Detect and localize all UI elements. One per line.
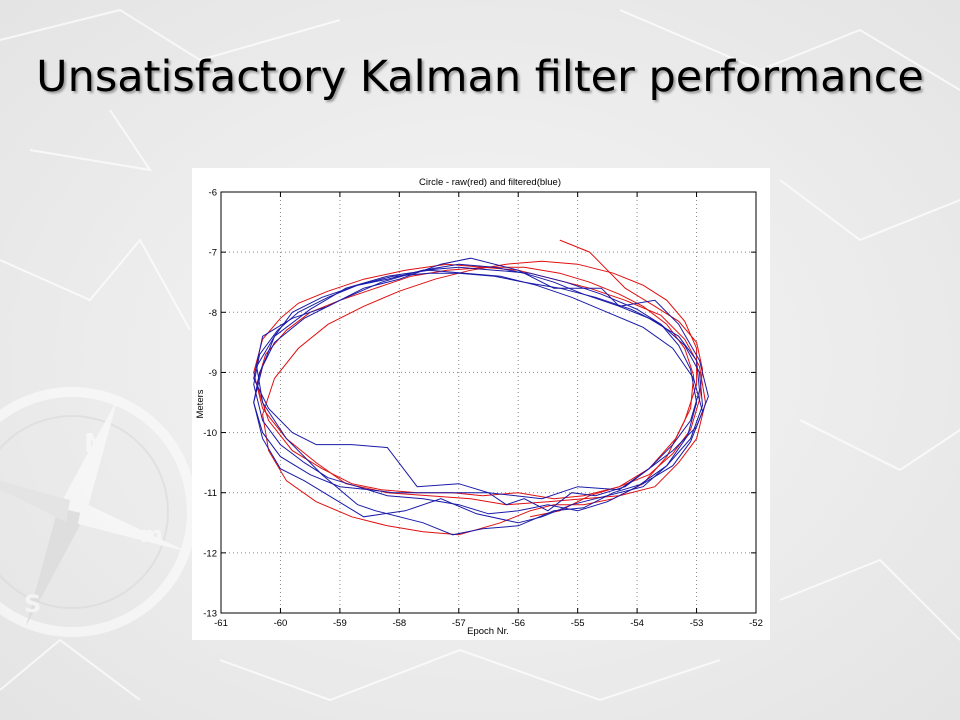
x-tick-label: -52 (749, 618, 763, 629)
kalman-circle-plot: Circle - raw(red) and filtered(blue) -61… (195, 177, 763, 637)
filtered-series-line-4 (253, 266, 698, 524)
x-tick-label: -57 (452, 618, 466, 629)
series-layer (253, 239, 709, 536)
slide-title: Unsatisfactory Kalman filter performance (36, 52, 924, 102)
raw-series-line-2 (262, 260, 698, 536)
axes-frame (220, 191, 757, 614)
x-tick-label: -56 (511, 618, 525, 629)
tick-marks (220, 191, 757, 614)
x-axis-label: Epoch Nr. (467, 626, 509, 637)
svg-text:S: S (24, 590, 41, 618)
filtered-series-line-6 (253, 257, 709, 500)
compass-rose-decoration: N S m (0, 387, 197, 637)
svg-text:m: m (140, 523, 163, 548)
grid-lines (221, 192, 756, 613)
filtered-series-line-7 (256, 269, 704, 536)
x-tick-label: -55 (571, 618, 585, 629)
x-tick-labels: -61 -60 -59 -58 -57 -56 -55 -54 -53 -52 (214, 618, 763, 629)
x-tick-label: -59 (333, 618, 347, 629)
y-tick-label: -6 (209, 188, 217, 199)
y-tick-label: -9 (209, 368, 217, 379)
y-tick-label: -7 (209, 248, 217, 259)
raw-series-line-3 (530, 239, 704, 518)
svg-text:N: N (84, 429, 106, 459)
x-tick-label: -60 (274, 618, 288, 629)
y-axis-label: Meters (195, 389, 206, 418)
y-tick-label: -10 (203, 428, 217, 439)
x-tick-label: -53 (690, 618, 704, 629)
filtered-series-line-8 (253, 272, 704, 515)
raw-series-line-0 (253, 263, 707, 506)
y-tick-labels: -6 -7 -8 -9 -10 -11 -12 -13 (203, 188, 217, 620)
x-tick-label: -54 (630, 618, 644, 629)
y-tick-label: -8 (209, 308, 217, 319)
x-tick-label: -58 (392, 618, 406, 629)
y-tick-label: -11 (204, 488, 217, 499)
x-tick-label: -61 (214, 618, 228, 629)
chart-title: Circle - raw(red) and filtered(blue) (419, 177, 561, 188)
chart-figure: Circle - raw(red) and filtered(blue) -61… (192, 168, 770, 640)
y-tick-label: -12 (203, 548, 217, 559)
y-tick-label: -13 (203, 609, 217, 620)
